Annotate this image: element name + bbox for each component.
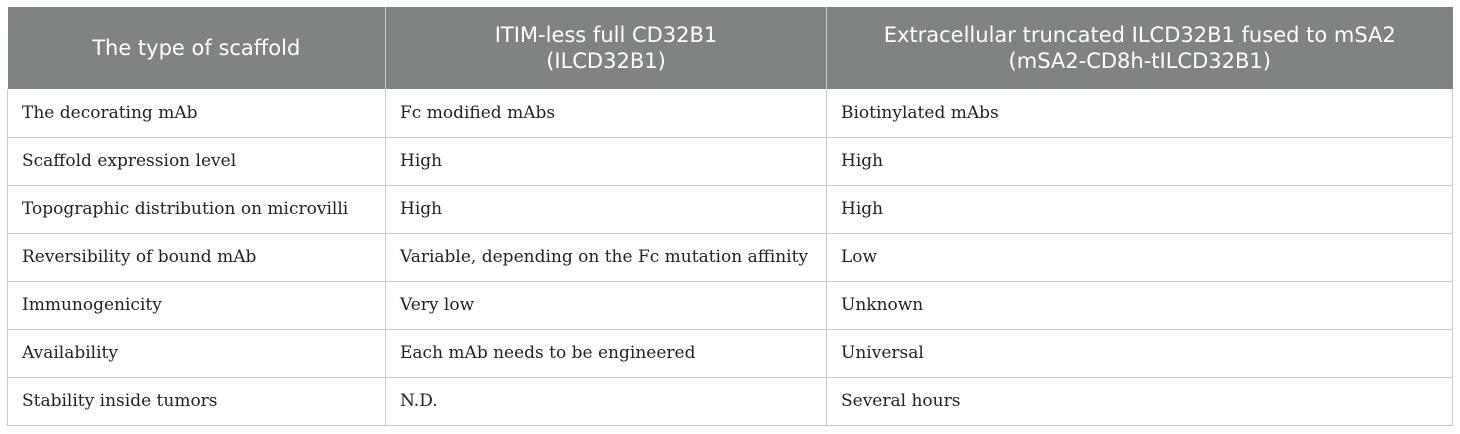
msa2-fusion-cell: High (826, 185, 1453, 234)
header-ilcd32b1: ITIM-less full CD32B1 (ILCD32B1) (385, 7, 827, 89)
table-row: Scaffold expression level High High (7, 137, 1453, 186)
header-scaffold-type: The type of scaffold (7, 7, 386, 89)
row-label-cell: Topographic distribution on microvilli (7, 185, 386, 234)
header-msa2-fusion: Extracellular truncated ILCD32B1 fused t… (826, 7, 1453, 89)
table-row: Immunogenicity Very low Unknown (7, 281, 1453, 330)
comparison-table-container: The type of scaffold ITIM-less full CD32… (7, 7, 1453, 426)
ilcd32b1-cell: Each mAb needs to be engineered (385, 329, 827, 378)
table-row: The decorating mAb Fc modified mAbs Biot… (7, 89, 1453, 138)
header-scaffold-type-line-1: The type of scaffold (92, 36, 301, 60)
ilcd32b1-cell: Very low (385, 281, 827, 330)
msa2-fusion-cell: Low (826, 233, 1453, 282)
msa2-fusion-cell: Several hours (826, 377, 1453, 426)
header-msa2-fusion-line-1: Extracellular truncated ILCD32B1 fused t… (883, 23, 1396, 47)
table-row: Availability Each mAb needs to be engine… (7, 329, 1453, 378)
table-row: Stability inside tumors N.D. Several hou… (7, 377, 1453, 426)
msa2-fusion-cell: Biotinylated mAbs (826, 89, 1453, 138)
table-row: Topographic distribution on microvilli H… (7, 185, 1453, 234)
table-row: Reversibility of bound mAb Variable, dep… (7, 233, 1453, 282)
header-ilcd32b1-line-2: (ILCD32B1) (546, 49, 666, 73)
ilcd32b1-cell: High (385, 185, 827, 234)
row-label-cell: Reversibility of bound mAb (7, 233, 386, 282)
header-ilcd32b1-line-1: ITIM-less full CD32B1 (494, 23, 718, 47)
msa2-fusion-cell: High (826, 137, 1453, 186)
ilcd32b1-cell: Variable, depending on the Fc mutation a… (385, 233, 827, 282)
ilcd32b1-cell: N.D. (385, 377, 827, 426)
ilcd32b1-cell: High (385, 137, 827, 186)
header-row: The type of scaffold ITIM-less full CD32… (7, 7, 1453, 89)
scaffold-comparison-table: The type of scaffold ITIM-less full CD32… (7, 7, 1453, 426)
table-body: The decorating mAb Fc modified mAbs Biot… (7, 89, 1453, 426)
table-header: The type of scaffold ITIM-less full CD32… (7, 7, 1453, 89)
ilcd32b1-cell: Fc modified mAbs (385, 89, 827, 138)
msa2-fusion-cell: Unknown (826, 281, 1453, 330)
msa2-fusion-cell: Universal (826, 329, 1453, 378)
row-label-cell: Availability (7, 329, 386, 378)
row-label-cell: Stability inside tumors (7, 377, 386, 426)
row-label-cell: The decorating mAb (7, 89, 386, 138)
header-msa2-fusion-line-2: (mSA2-CD8h-tILCD32B1) (1008, 49, 1271, 73)
row-label-cell: Immunogenicity (7, 281, 386, 330)
row-label-cell: Scaffold expression level (7, 137, 386, 186)
